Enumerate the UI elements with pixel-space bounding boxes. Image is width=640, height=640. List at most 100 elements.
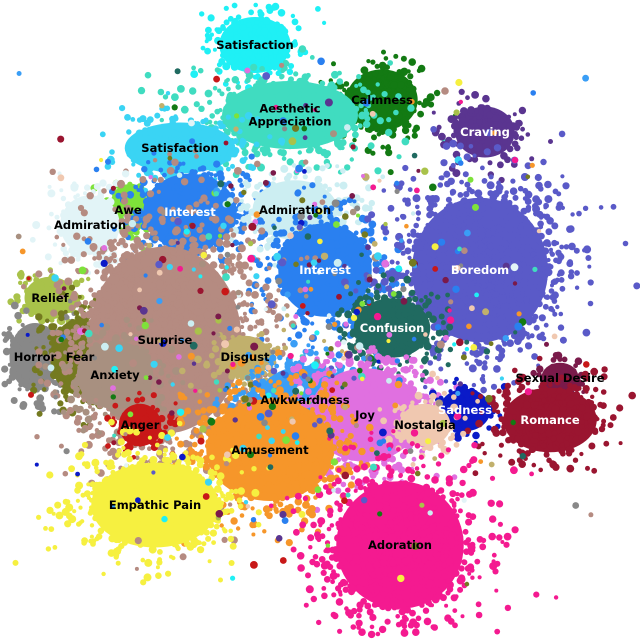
scatter-point [416, 68, 422, 74]
scatter-point [141, 166, 148, 173]
scatter-point [241, 131, 246, 136]
scatter-point [227, 210, 233, 216]
scatter-point [497, 238, 504, 244]
scatter-point [465, 215, 471, 221]
scatter-point [385, 285, 393, 292]
scatter-point [339, 181, 348, 190]
scatter-point [223, 19, 230, 26]
scatter-point [453, 202, 459, 209]
scatter-point [128, 145, 134, 150]
scatter-point [336, 326, 344, 334]
scatter-point [277, 149, 284, 156]
scatter-point [197, 67, 204, 74]
scatter-point [407, 73, 414, 80]
scatter-point [322, 194, 327, 199]
scatter-point [242, 90, 251, 99]
scatter-point [260, 27, 269, 36]
scatter-point [253, 2, 258, 8]
scatter-point [443, 379, 449, 384]
scatter-point [582, 205, 589, 211]
scatter-point [365, 76, 371, 82]
scatter-point [481, 178, 488, 184]
scatter-point [438, 366, 444, 372]
scatter-point [349, 328, 358, 337]
scatter-point [319, 106, 326, 113]
scatter-point [150, 220, 156, 226]
scatter-point [374, 63, 380, 69]
scatter-point [106, 198, 115, 206]
scatter-point [285, 266, 292, 273]
scatter-point [465, 95, 470, 101]
scatter-point [20, 322, 25, 328]
scatter-point [266, 7, 274, 14]
scatter-point [370, 59, 376, 65]
scatter-point [582, 328, 591, 337]
scatter-point [477, 227, 486, 235]
scatter-point [61, 209, 66, 214]
scatter-point [48, 340, 55, 346]
scatter-point [337, 126, 345, 134]
scatter-point [471, 91, 479, 99]
scatter-point [375, 336, 382, 343]
scatter-point [386, 117, 392, 123]
scatter-point [288, 110, 297, 118]
scatter-point [242, 97, 247, 102]
scatter-point [283, 194, 288, 200]
scatter-point [132, 157, 138, 162]
scatter-point [189, 195, 195, 201]
scatter-point [381, 49, 386, 55]
scatter-point [482, 238, 487, 244]
scatter-point [327, 85, 333, 91]
scatter-point [293, 175, 298, 180]
scatter-point [407, 91, 416, 99]
scatter-point [315, 110, 320, 116]
scatter-point [326, 231, 335, 240]
scatter-point [344, 164, 351, 171]
scatter-point [514, 305, 521, 311]
scatter-point [393, 53, 399, 59]
scatter-point [277, 9, 286, 17]
scatter-point [382, 69, 388, 75]
scatter-point [483, 148, 491, 156]
scatter-point [368, 199, 375, 207]
scatter-point [507, 237, 513, 242]
scatter-point [280, 33, 285, 39]
scatter-point [331, 70, 339, 79]
scatter-point [223, 105, 228, 111]
scatter-point [344, 89, 352, 97]
scatter-point [285, 216, 293, 223]
scatter-point [286, 48, 291, 53]
scatter-point [559, 285, 566, 292]
scatter-point [99, 131, 106, 138]
scatter-point [423, 384, 428, 390]
scatter-point [214, 27, 220, 33]
scatter-point [456, 142, 464, 150]
scatter-point [375, 82, 380, 87]
scatter-point [199, 11, 205, 17]
scatter-point [181, 161, 186, 166]
scatter-point [273, 132, 282, 141]
scatter-point [502, 193, 509, 199]
scatter-point [239, 24, 247, 31]
scatter-point [529, 156, 535, 162]
scatter-point [292, 39, 297, 44]
scatter-point [29, 341, 36, 348]
scatter-point [308, 146, 314, 152]
scatter-point [324, 163, 330, 169]
scatter-point [222, 151, 227, 157]
scatter-point [506, 114, 512, 120]
scatter-point [503, 132, 510, 139]
scatter-point [224, 155, 230, 161]
scatter-point [466, 138, 473, 145]
scatter-point [314, 127, 321, 134]
scatter-point [239, 198, 244, 203]
scatter-point [544, 180, 552, 189]
scatter-point [438, 313, 445, 320]
scatter-point [78, 244, 86, 252]
scatter-point [416, 311, 423, 318]
scatter-point [237, 205, 244, 212]
scatter-point [373, 293, 381, 301]
scatter-point [387, 204, 395, 212]
scatter-point [512, 131, 518, 136]
scatter-point [330, 115, 337, 122]
